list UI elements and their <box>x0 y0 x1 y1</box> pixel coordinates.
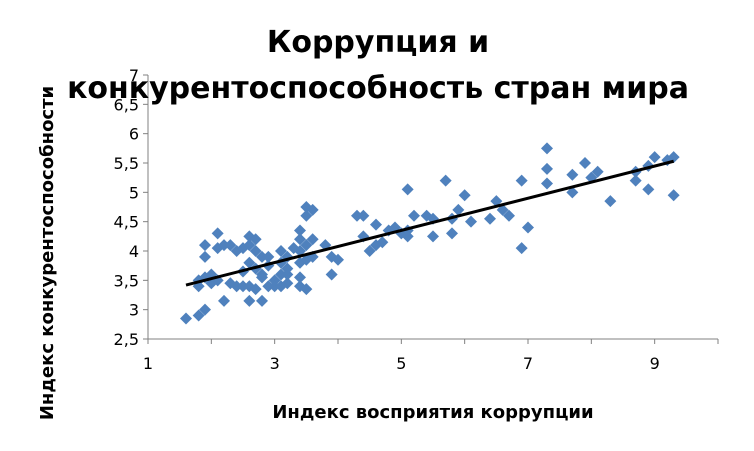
y-tick-label: 4 <box>129 242 139 261</box>
data-point <box>566 186 579 199</box>
data-point <box>351 209 363 222</box>
data-point <box>541 142 553 155</box>
data-point <box>268 280 281 293</box>
data-point <box>243 256 256 269</box>
data-point <box>465 215 477 228</box>
data-point <box>376 236 389 249</box>
data-point <box>199 303 211 316</box>
data-point <box>256 271 268 284</box>
chart-title-line-1: Коррупция и <box>267 25 489 60</box>
data-point <box>648 151 661 164</box>
data-point <box>211 227 224 240</box>
x-tick-label: 9 <box>650 354 660 373</box>
x-axis-title: Индекс восприятия коррупции <box>272 402 593 423</box>
data-point <box>439 174 452 187</box>
chart-title-line-2: конкурентоспособность стран мира <box>67 71 689 106</box>
x-tick-label: 7 <box>523 354 533 373</box>
trendline <box>185 159 675 287</box>
data-point <box>667 151 680 164</box>
x-tick-label: 1 <box>143 354 153 373</box>
data-point <box>515 242 528 255</box>
x-tick-label: 3 <box>270 354 280 373</box>
data-point <box>325 268 338 281</box>
data-point <box>667 189 680 202</box>
data-point <box>642 183 655 196</box>
data-point <box>452 203 465 216</box>
data-point <box>224 239 237 252</box>
data-point <box>256 250 268 263</box>
y-tick-label: 2,5 <box>114 330 139 349</box>
data-point <box>427 230 439 243</box>
y-tick-label: 7 <box>129 66 139 85</box>
data-point <box>370 218 382 231</box>
data-point <box>275 268 287 281</box>
data-point <box>262 250 275 263</box>
data-point <box>503 209 515 222</box>
data-point <box>243 294 256 307</box>
data-point <box>199 250 211 263</box>
data-point <box>249 245 262 257</box>
data-point <box>294 224 306 237</box>
data-point <box>629 174 642 187</box>
data-point <box>218 294 230 307</box>
y-tick-label: 3,5 <box>114 271 139 290</box>
data-point <box>300 283 313 296</box>
data-point <box>249 233 262 246</box>
data-point <box>408 209 420 222</box>
data-point <box>579 157 591 169</box>
data-point <box>249 283 262 296</box>
data-point <box>262 280 275 293</box>
data-point <box>256 294 268 307</box>
y-axis-title: Индекс конкурентоспособности <box>37 86 58 420</box>
data-point <box>294 233 306 246</box>
data-point <box>458 189 471 202</box>
data-point <box>604 195 617 208</box>
data-point <box>281 277 294 290</box>
data-point <box>294 271 306 284</box>
data-point <box>306 233 319 246</box>
y-tick-label: 6 <box>129 125 139 144</box>
data-point <box>484 212 496 225</box>
trendline-group <box>185 159 675 287</box>
y-tick-label: 5 <box>129 183 139 202</box>
data-point <box>243 239 256 252</box>
data-point <box>306 203 319 216</box>
data-point <box>218 239 230 252</box>
data-point <box>446 227 458 240</box>
y-tick-label: 6,5 <box>114 95 139 114</box>
data-point <box>541 177 553 190</box>
data-point <box>281 262 294 275</box>
x-tick-label: 5 <box>396 354 406 373</box>
data-point <box>275 245 287 257</box>
data-point <box>566 168 579 181</box>
data-point <box>300 253 313 266</box>
data-point <box>199 239 211 252</box>
data-points <box>180 142 680 325</box>
data-point <box>541 162 553 175</box>
data-point <box>363 245 376 257</box>
data-point <box>180 312 192 325</box>
data-point <box>401 183 414 196</box>
data-point <box>300 209 313 222</box>
data-point <box>332 253 344 266</box>
data-point <box>522 221 534 234</box>
y-tick-label: 4,5 <box>114 213 139 232</box>
data-point <box>192 309 205 322</box>
data-point <box>237 280 249 293</box>
y-tick-label: 5,5 <box>114 154 139 173</box>
data-point <box>357 209 370 222</box>
data-point <box>300 239 313 252</box>
data-point <box>230 280 243 293</box>
titles: Коррупция и конкурентоспособность стран … <box>37 25 689 423</box>
data-point <box>515 174 528 187</box>
axes: 2,5 3 3,5 4 4,5 5 5,5 6 6,5 7 1 3 5 7 9 <box>114 66 719 373</box>
data-point <box>591 165 604 178</box>
y-tick-label: 3 <box>129 301 139 320</box>
